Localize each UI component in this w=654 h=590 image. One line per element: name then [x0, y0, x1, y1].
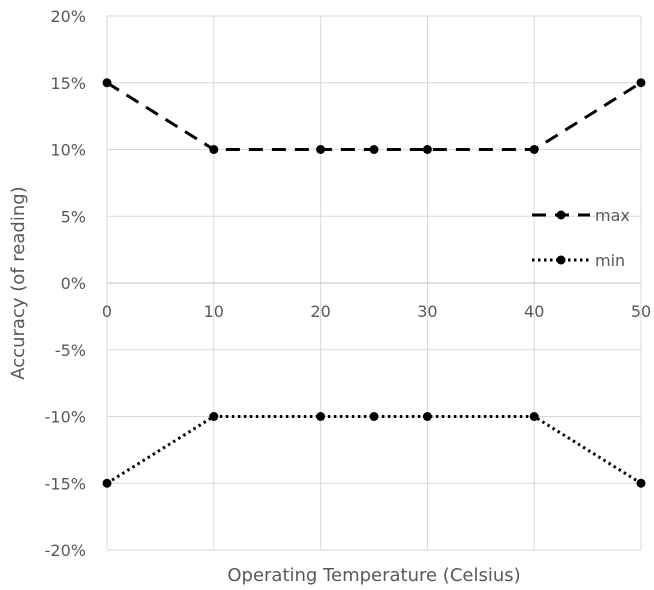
data-point	[422, 412, 432, 421]
data-point	[529, 412, 539, 421]
legend-label: max	[595, 206, 630, 225]
y-tick-label: -20%	[45, 541, 86, 560]
data-point	[422, 145, 432, 154]
data-point	[369, 412, 379, 421]
data-point	[369, 145, 379, 154]
series-layer	[102, 78, 646, 488]
data-point	[316, 145, 326, 154]
legend-swatch-marker	[556, 210, 566, 220]
x-axis-ticks: 0 10 20 30 40 50	[102, 302, 651, 321]
data-point	[316, 412, 326, 421]
y-tick-label: -10%	[45, 408, 86, 427]
data-point	[636, 78, 646, 88]
data-point	[636, 478, 646, 488]
y-tick-label: 5%	[61, 207, 86, 226]
legend-item-max: max	[532, 206, 630, 225]
legend-swatch-marker	[556, 255, 566, 265]
series-max	[102, 78, 646, 154]
legend: max min	[532, 206, 630, 270]
y-tick-label: 0%	[61, 274, 86, 293]
series-line	[106, 81, 642, 151]
series-min	[102, 412, 646, 488]
grid-lines	[106, 15, 642, 551]
y-tick-label: 15%	[50, 74, 86, 93]
x-tick-label: 10	[204, 302, 224, 321]
x-tick-label: 40	[524, 302, 544, 321]
x-tick-label: 20	[310, 302, 330, 321]
y-tick-label: -15%	[45, 474, 86, 493]
data-point	[209, 145, 219, 154]
y-axis-title: Accuracy (of reading)	[8, 186, 29, 379]
x-tick-label: 0	[102, 302, 112, 321]
data-point	[529, 145, 539, 154]
x-tick-label: 50	[631, 302, 651, 321]
legend-label: min	[595, 251, 625, 270]
x-tick-label: 30	[417, 302, 437, 321]
x-axis-title: Operating Temperature (Celsius)	[227, 565, 520, 586]
y-axis-ticks: 20% 15% 10% 5% 0% -5% -10% -15% -20%	[45, 7, 86, 560]
y-tick-label: -5%	[55, 341, 86, 360]
series-line	[106, 415, 642, 485]
y-tick-label: 10%	[50, 141, 86, 160]
data-point	[102, 78, 112, 88]
data-point	[209, 412, 219, 421]
data-point	[102, 478, 112, 488]
y-tick-label: 20%	[50, 7, 86, 26]
legend-item-min: min	[532, 251, 625, 270]
